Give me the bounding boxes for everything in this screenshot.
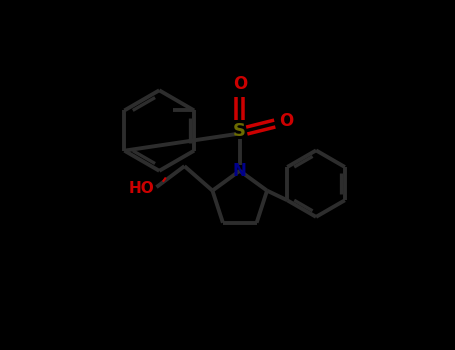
Text: HO: HO	[129, 181, 155, 196]
Text: N: N	[233, 162, 247, 180]
Text: O: O	[233, 75, 247, 93]
Text: S: S	[233, 121, 246, 140]
Text: O: O	[279, 112, 293, 130]
